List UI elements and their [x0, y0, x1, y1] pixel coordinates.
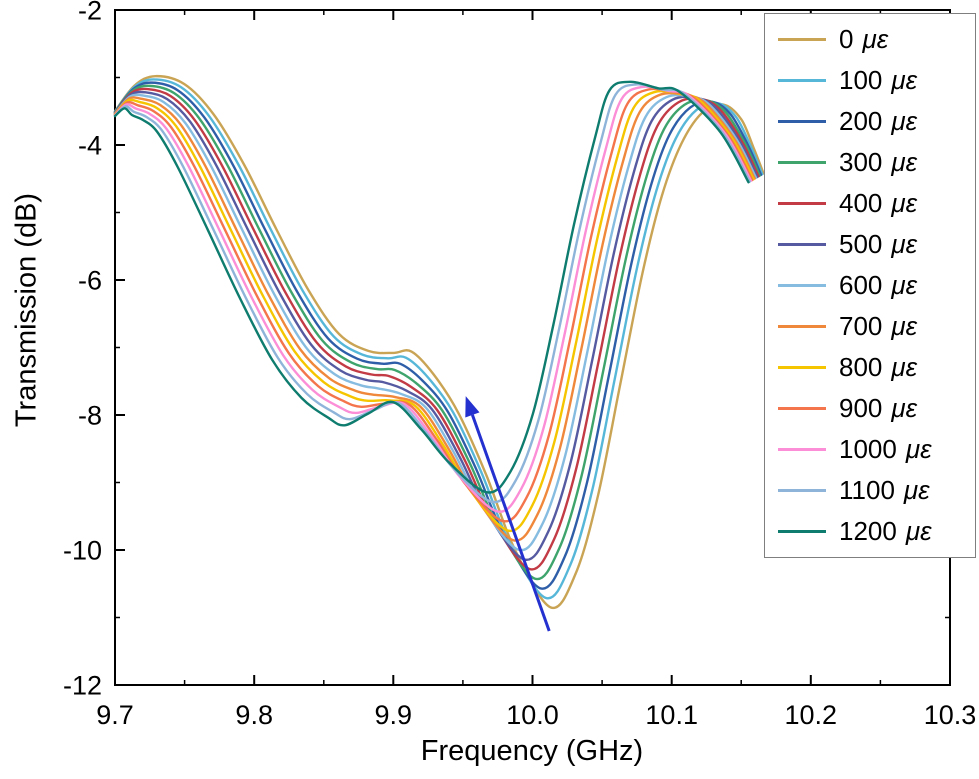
series-line-900ue: [113, 87, 754, 523]
legend-line-swatch: [778, 243, 826, 246]
legend-label: 1100 με: [839, 475, 930, 506]
legend-label: 600 με: [839, 270, 917, 301]
legend-line-swatch: [778, 79, 826, 82]
legend-entry: 500 με: [778, 224, 963, 265]
legend-entry: 1000 με: [778, 429, 963, 470]
legend-strain-unit: με: [862, 24, 889, 54]
legend-strain-value: 1200: [839, 516, 897, 546]
legend-strain-value: 800: [839, 352, 883, 382]
series-line-600ue: [113, 93, 758, 552]
legend-entry: 1200 με: [778, 511, 963, 552]
legend-strain-value: 900: [839, 393, 883, 423]
x-tick-label: 9.8: [235, 700, 273, 730]
series-line-1100ue: [113, 83, 751, 504]
series-line-300ue: [113, 84, 761, 581]
legend-label: 900 με: [839, 393, 917, 424]
y-tick-label: -6: [78, 266, 102, 296]
legend-strain-unit: με: [891, 106, 918, 136]
legend-box: 0 με 100 με 200 με 300 με 400 με 500 με 600 με 700 με 80…: [764, 13, 976, 558]
legend-label: 1200 με: [839, 516, 932, 547]
legend-label: 500 με: [839, 229, 917, 260]
legend-strain-value: 1000: [839, 434, 897, 464]
legend-label: 0 με: [839, 24, 888, 55]
legend-label: 300 με: [839, 147, 917, 178]
legend-entry: 800 με: [778, 347, 963, 388]
legend-entry: 900 με: [778, 388, 963, 429]
legend-label: 100 με: [839, 65, 917, 96]
series-line-0ue: [113, 74, 765, 610]
y-tick-label: -8: [78, 401, 102, 431]
series-line-200ue: [113, 81, 763, 590]
series-line-1200ue: [113, 80, 750, 494]
legend-strain-unit: με: [891, 65, 918, 95]
legend-entry: 200 με: [778, 101, 963, 142]
legend-entry: 0 με: [778, 19, 963, 60]
legend-label: 400 με: [839, 188, 917, 219]
x-tick-label: 9.7: [96, 700, 134, 730]
legend-strain-value: 500: [839, 229, 883, 259]
legend-strain-unit: με: [891, 311, 918, 341]
legend-entry: 100 με: [778, 60, 963, 101]
x-tick-label: 9.9: [375, 700, 413, 730]
legend-line-swatch: [778, 407, 826, 410]
legend-strain-value: 200: [839, 106, 883, 136]
legend-line-swatch: [778, 38, 826, 41]
y-axis-title: Transmission (dB): [10, 192, 43, 428]
series-line-800ue: [113, 89, 755, 533]
shift-arrow-head: [465, 396, 480, 418]
legend-line-swatch: [778, 120, 826, 123]
legend-strain-value: 100: [839, 65, 883, 95]
x-axis-title: Frequency (GHz): [420, 735, 644, 767]
legend-strain-value: 1100: [839, 475, 895, 505]
legend-strain-unit: με: [891, 188, 918, 218]
series-line-500ue: [113, 90, 759, 561]
legend-label: 700 με: [839, 311, 917, 342]
legend-strain-unit: με: [905, 434, 932, 464]
legend-entry: 400 με: [778, 183, 963, 224]
series-line-400ue: [113, 87, 760, 571]
legend-line-swatch: [778, 202, 826, 205]
legend-strain-value: 0: [839, 24, 854, 54]
legend-label: 800 με: [839, 352, 917, 383]
legend-strain-unit: με: [891, 229, 918, 259]
x-tick-label: 10.0: [506, 700, 559, 730]
legend-strain-value: 300: [839, 147, 883, 177]
legend-entry: 600 με: [778, 265, 963, 306]
legend-strain-value: 400: [839, 188, 883, 218]
legend-entry: 300 με: [778, 142, 963, 183]
legend-strain-unit: με: [905, 516, 932, 546]
legend-strain-value: 600: [839, 270, 883, 300]
legend-line-swatch: [778, 161, 826, 164]
legend-entry: 1100 με: [778, 470, 963, 511]
x-tick-label: 10.2: [785, 700, 838, 730]
series-line-700ue: [113, 91, 756, 542]
legend-strain-unit: με: [891, 352, 918, 382]
legend-line-swatch: [778, 530, 826, 533]
shift-arrow-shaft: [470, 414, 551, 632]
y-tick-label: -2: [78, 0, 102, 26]
series-line-1000ue: [113, 85, 753, 513]
legend-line-swatch: [778, 325, 826, 328]
legend-strain-unit: με: [891, 147, 918, 177]
y-tick-label: -10: [63, 536, 102, 566]
legend-label: 200 με: [839, 106, 917, 137]
series-line-100ue: [113, 78, 764, 600]
legend-strain-unit: με: [891, 393, 918, 423]
y-tick-label: -4: [78, 131, 102, 161]
y-tick-label: -12: [63, 671, 102, 701]
legend-line-swatch: [778, 448, 826, 451]
legend-label: 1000 με: [839, 434, 932, 465]
legend-entry: 700 με: [778, 306, 963, 347]
legend-strain-unit: με: [903, 475, 930, 505]
legend-strain-unit: με: [891, 270, 918, 300]
x-tick-label: 10.1: [645, 700, 698, 730]
legend-strain-value: 700: [839, 311, 883, 341]
legend-line-swatch: [778, 489, 826, 492]
legend-line-swatch: [778, 284, 826, 287]
legend-line-swatch: [778, 366, 826, 369]
x-tick-label: 10.3: [924, 700, 977, 730]
